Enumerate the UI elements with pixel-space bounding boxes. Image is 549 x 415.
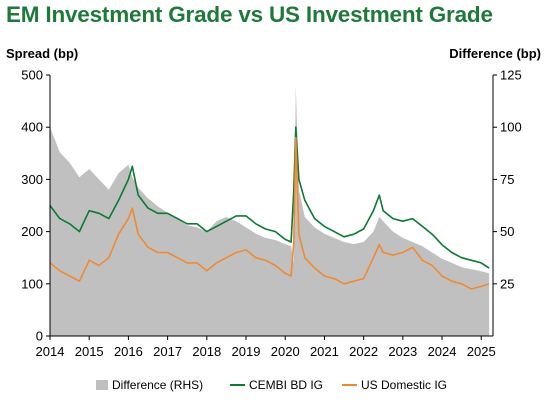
legend-label-cembi: CEMBI BD IG <box>249 378 324 392</box>
legend-item-us: US Domestic IG <box>342 378 447 392</box>
axes: 0 100 200 300 400 500 25 50 75 100 125 2014 2015 2016… <box>21 68 521 360</box>
x-tick-label: 2020 <box>271 344 300 359</box>
x-tick-label: 2014 <box>36 344 65 359</box>
x-tick-label: 2018 <box>192 344 221 359</box>
legend-swatch-us <box>342 384 357 386</box>
legend-swatch-difference <box>96 380 108 390</box>
legend: Difference (RHS) CEMBI BD IG US Domestic… <box>0 378 549 394</box>
legend-item-cembi: CEMBI BD IG <box>230 378 323 392</box>
chart-title: EM Investment Grade vs US Investment Gra… <box>6 2 493 27</box>
y-tick-label: 400 <box>21 120 43 135</box>
cembi-line <box>49 126 490 269</box>
legend-swatch-cembi <box>230 384 245 386</box>
us-domestic-line <box>49 136 490 290</box>
x-tick-label: 2015 <box>75 344 104 359</box>
y2-tick-label: 50 <box>500 224 514 239</box>
x-tick-label: 2024 <box>428 344 457 359</box>
legend-label-us: US Domestic IG <box>361 378 448 392</box>
legend-label-difference: Difference (RHS) <box>112 378 204 392</box>
y2-tick-label: 100 <box>500 120 522 135</box>
x-tick-label: 2025 <box>467 344 496 359</box>
x-tick-label: 2022 <box>349 344 378 359</box>
series-line-layer <box>49 126 490 290</box>
y-tick-label: 300 <box>21 172 43 187</box>
difference-area <box>50 85 490 337</box>
y2-axis-label: Difference (bp) <box>449 46 541 61</box>
x-tick-label: 2021 <box>310 344 339 359</box>
y2-tick-label: 75 <box>500 172 514 187</box>
y-axis-label: Spread (bp) <box>6 46 79 61</box>
x-tick-label: 2017 <box>153 344 182 359</box>
x-tick-label: 2019 <box>232 344 261 359</box>
y-tick-label: 200 <box>21 224 43 239</box>
x-tick-label: 2023 <box>388 344 417 359</box>
y2-tick-label: 25 <box>500 276 514 291</box>
y-tick-label: 0 <box>36 329 43 344</box>
y-tick-label: 100 <box>21 276 43 291</box>
y-tick-label: 500 <box>21 68 43 83</box>
legend-item-difference: Difference (RHS) <box>96 378 203 392</box>
difference-area-layer <box>50 85 490 337</box>
y2-tick-label: 125 <box>500 68 522 83</box>
x-tick-label: 2016 <box>114 344 143 359</box>
